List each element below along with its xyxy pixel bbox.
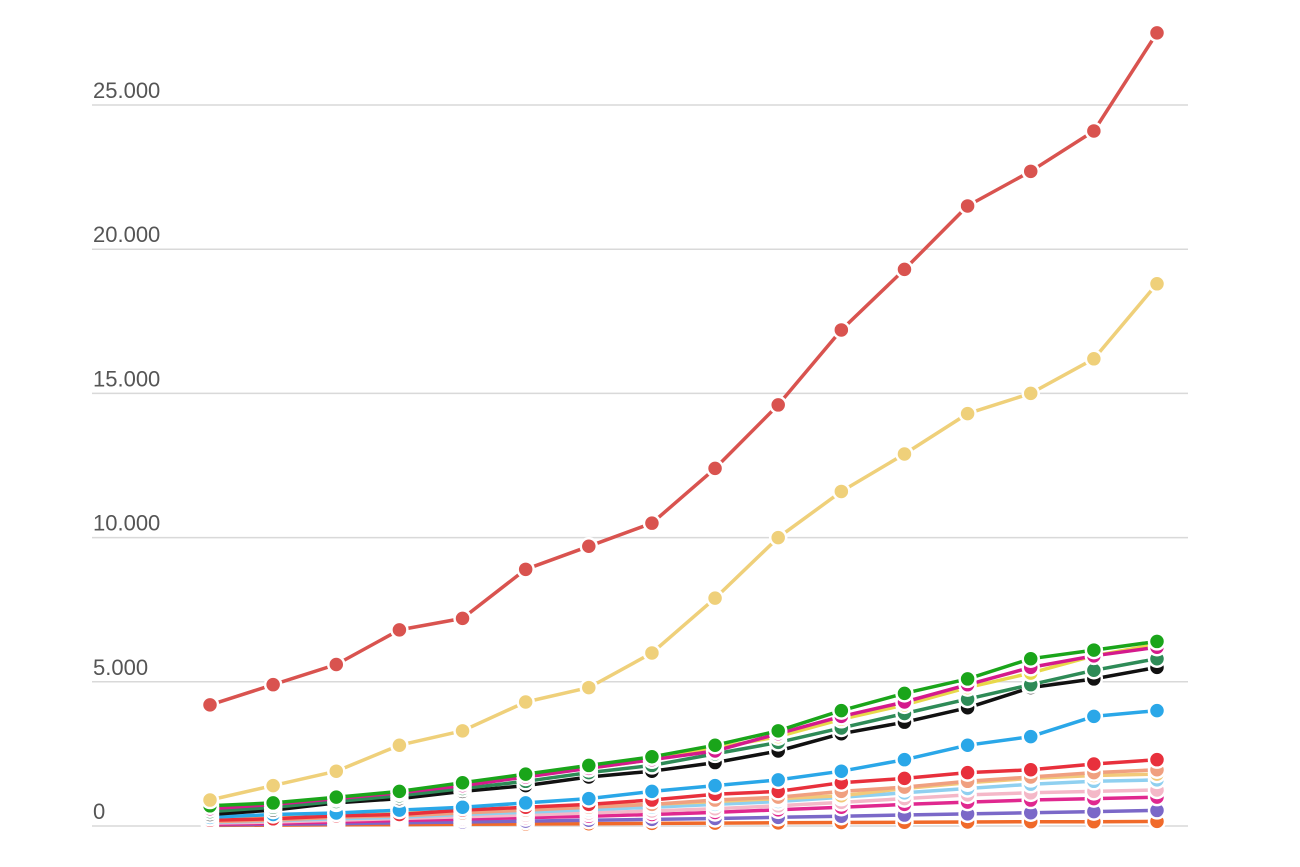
data-point[interactable] bbox=[453, 773, 472, 792]
data-point[interactable] bbox=[832, 320, 851, 340]
data-point[interactable] bbox=[516, 692, 535, 712]
data-point[interactable] bbox=[705, 735, 725, 755]
y-tick-label: 5.000 bbox=[93, 655, 148, 680]
data-point[interactable] bbox=[1147, 632, 1167, 651]
series-2 bbox=[200, 274, 1167, 810]
series-line bbox=[208, 808, 1159, 827]
data-point[interactable] bbox=[832, 482, 851, 501]
data-point[interactable] bbox=[579, 678, 599, 697]
data-point[interactable] bbox=[390, 735, 409, 755]
data-point[interactable] bbox=[642, 643, 662, 663]
data-point[interactable] bbox=[390, 620, 409, 640]
y-axis-ticks: 0 5.000 10.000 15.000 20.000 25.000 bbox=[93, 78, 160, 824]
grid-layer bbox=[92, 104, 1188, 827]
data-point[interactable] bbox=[768, 721, 788, 741]
data-point[interactable] bbox=[768, 395, 788, 415]
data-point[interactable] bbox=[895, 260, 914, 279]
data-point[interactable] bbox=[1084, 754, 1104, 774]
data-point[interactable] bbox=[579, 789, 599, 808]
data-point[interactable] bbox=[579, 537, 599, 556]
data-point[interactable] bbox=[1084, 349, 1104, 369]
data-point[interactable] bbox=[705, 776, 725, 795]
data-point[interactable] bbox=[200, 695, 220, 715]
data-point[interactable] bbox=[453, 798, 472, 817]
data-point[interactable] bbox=[1021, 384, 1040, 403]
series-layer bbox=[200, 23, 1167, 835]
data-point[interactable] bbox=[1021, 760, 1040, 780]
series-line bbox=[208, 31, 1159, 707]
data-point[interactable] bbox=[1084, 707, 1104, 726]
data-point[interactable] bbox=[1084, 121, 1104, 141]
data-point[interactable] bbox=[579, 756, 599, 775]
data-point[interactable] bbox=[390, 782, 409, 801]
data-point[interactable] bbox=[642, 513, 662, 533]
data-point[interactable] bbox=[453, 721, 472, 741]
data-point[interactable] bbox=[895, 684, 914, 703]
y-tick-label: 0 bbox=[93, 799, 105, 824]
data-point[interactable] bbox=[516, 764, 535, 784]
data-point[interactable] bbox=[895, 444, 914, 464]
y-tick-label: 10.000 bbox=[93, 511, 160, 536]
series-3 bbox=[200, 632, 1167, 816]
series-line bbox=[208, 795, 1159, 827]
data-point[interactable] bbox=[1147, 23, 1167, 43]
data-point[interactable] bbox=[200, 790, 220, 810]
data-point[interactable] bbox=[642, 782, 662, 801]
series-line bbox=[208, 642, 1159, 810]
series-line bbox=[208, 665, 1159, 817]
data-point[interactable] bbox=[453, 609, 472, 628]
data-point[interactable] bbox=[832, 761, 851, 781]
data-point[interactable] bbox=[1021, 162, 1040, 181]
data-point[interactable] bbox=[263, 793, 283, 813]
data-point[interactable] bbox=[705, 459, 725, 478]
data-point[interactable] bbox=[768, 770, 788, 790]
data-point[interactable] bbox=[958, 735, 977, 755]
series-line bbox=[208, 656, 1159, 814]
data-point[interactable] bbox=[1147, 750, 1167, 769]
y-tick-label: 15.000 bbox=[93, 366, 160, 391]
data-point[interactable] bbox=[327, 787, 346, 807]
series-1 bbox=[200, 23, 1167, 715]
data-point[interactable] bbox=[1084, 640, 1104, 660]
data-point[interactable] bbox=[1021, 727, 1040, 746]
y-tick-label: 20.000 bbox=[93, 222, 160, 247]
data-point[interactable] bbox=[895, 769, 914, 788]
data-point[interactable] bbox=[327, 761, 346, 781]
data-point[interactable] bbox=[516, 793, 535, 813]
data-point[interactable] bbox=[1147, 274, 1167, 294]
data-point[interactable] bbox=[958, 763, 977, 782]
data-point[interactable] bbox=[327, 655, 346, 674]
data-point[interactable] bbox=[516, 560, 535, 579]
data-point[interactable] bbox=[895, 750, 914, 769]
data-point[interactable] bbox=[1147, 701, 1167, 720]
data-point[interactable] bbox=[263, 776, 283, 795]
y-tick-label: 25.000 bbox=[93, 78, 160, 103]
data-point[interactable] bbox=[768, 528, 788, 547]
series-line bbox=[208, 639, 1159, 808]
data-point[interactable] bbox=[705, 588, 725, 608]
data-point[interactable] bbox=[958, 669, 977, 689]
data-point[interactable] bbox=[958, 196, 977, 216]
data-point[interactable] bbox=[958, 404, 977, 423]
series-line bbox=[208, 282, 1159, 802]
series-line bbox=[208, 708, 1159, 820]
data-point[interactable] bbox=[642, 747, 662, 767]
series-line bbox=[208, 757, 1159, 822]
data-point[interactable] bbox=[263, 675, 283, 694]
data-point[interactable] bbox=[1021, 649, 1040, 668]
data-point[interactable] bbox=[832, 701, 851, 720]
